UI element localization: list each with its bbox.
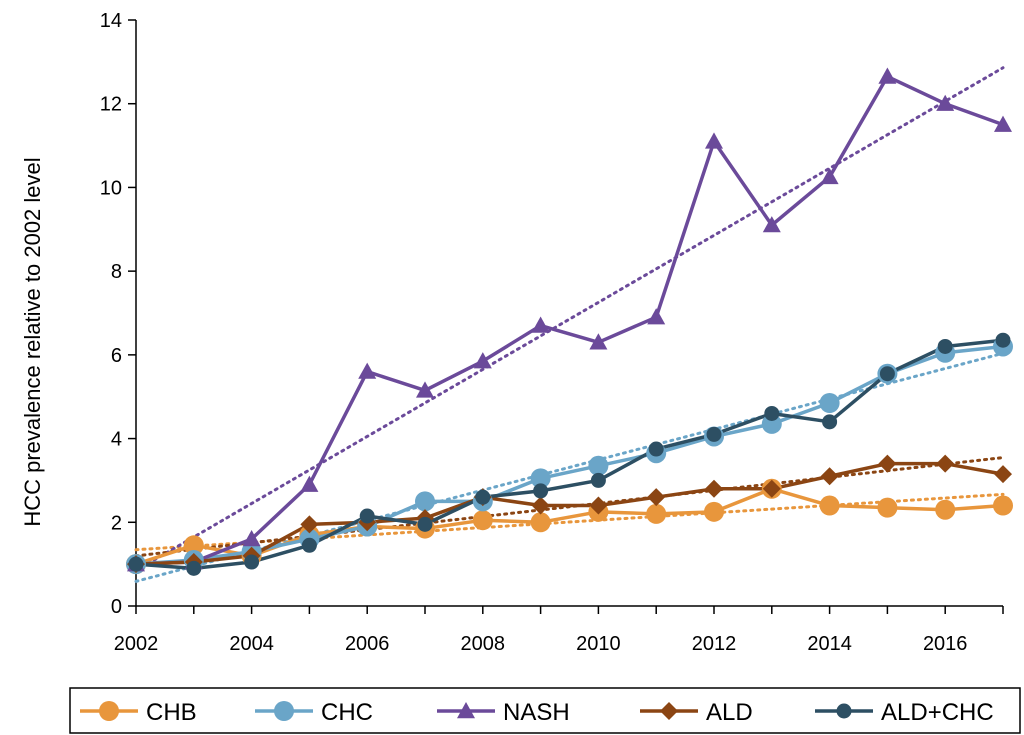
data-point-chc xyxy=(415,491,435,512)
data-point-ald-chc xyxy=(706,426,722,442)
legend-label-ald: ALD xyxy=(706,699,753,726)
data-point-chb xyxy=(993,495,1013,516)
data-point-ald-chc xyxy=(301,537,317,553)
series-line-nash xyxy=(135,74,1004,566)
y-tick-label: 0 xyxy=(111,596,122,618)
data-point-ald xyxy=(994,465,1012,484)
data-point-chb xyxy=(819,495,840,516)
data-point-nash xyxy=(242,530,261,547)
x-tick-label: 2002 xyxy=(114,633,159,655)
x-tick-label: 2008 xyxy=(461,633,506,655)
data-point-nash xyxy=(473,352,492,369)
data-point-chc xyxy=(588,455,609,476)
legend-label-chc: CHC xyxy=(321,699,373,726)
y-axis-title: HCC prevalence relative to 2002 level xyxy=(20,157,45,526)
y-tick-label: 4 xyxy=(111,429,122,451)
data-point-ald-chc xyxy=(822,414,838,430)
data-point-ald-chc xyxy=(417,516,433,532)
data-point-ald xyxy=(705,479,723,498)
y-tick-label: 14 xyxy=(100,10,122,32)
data-point-chb xyxy=(530,512,551,533)
data-point-ald xyxy=(589,496,608,515)
axes: 0 2 4 6 8 10 12 14 2002 2004 2006 2008 2010 2012 2014 2… xyxy=(100,10,1004,655)
data-point-ald xyxy=(647,488,666,507)
legend-marker-chc xyxy=(274,701,294,721)
data-point-nash xyxy=(878,67,897,84)
data-point-ald xyxy=(531,496,550,515)
data-point-ald-chc xyxy=(648,441,664,457)
legend: CHB CHC NASH ALD ALD+CHC xyxy=(69,687,1021,734)
data-point-nash xyxy=(358,362,377,379)
x-tick-label: 2010 xyxy=(576,633,621,655)
data-point-nash xyxy=(647,308,666,325)
data-point-nash xyxy=(936,94,955,111)
trendline-chb xyxy=(134,492,1005,552)
data-point-ald-chc xyxy=(937,338,953,354)
series-line-ald-chc xyxy=(135,338,1004,571)
y-tick-label: 6 xyxy=(111,345,122,367)
trendline-chc xyxy=(134,351,1005,583)
data-point-nash xyxy=(531,316,550,333)
y-tick-label: 10 xyxy=(100,177,122,199)
data-point-chb xyxy=(935,499,956,520)
x-tick-label: 2004 xyxy=(229,633,274,655)
data-point-ald xyxy=(878,454,897,473)
series-line-chc xyxy=(135,344,1004,566)
data-point-ald xyxy=(820,467,839,486)
legend-marker-ald-chc xyxy=(836,703,852,719)
x-tick-label: 2016 xyxy=(923,633,968,655)
legend-label-nash: NASH xyxy=(503,699,570,726)
data-point-ald-chc xyxy=(359,508,375,524)
data-point-nash xyxy=(589,333,608,350)
y-tick-label: 12 xyxy=(100,94,122,116)
data-point-ald-chc xyxy=(533,483,549,499)
data-point-ald-chc xyxy=(475,489,491,505)
x-tick-label: 2014 xyxy=(807,633,852,655)
x-tick-label: 2012 xyxy=(692,633,737,655)
x-tick-label: 2006 xyxy=(345,633,390,655)
legend-label-ald-chc: ALD+CHC xyxy=(881,699,994,726)
y-tick-label: 8 xyxy=(111,261,122,283)
data-point-ald xyxy=(936,454,955,473)
markers xyxy=(126,67,1013,576)
data-point-ald-chc xyxy=(244,554,260,570)
data-point-chb xyxy=(704,501,724,522)
data-point-chb xyxy=(183,535,204,556)
data-point-chc xyxy=(819,392,840,413)
data-point-nash xyxy=(994,115,1012,132)
legend-marker-nash xyxy=(457,702,475,719)
legend-marker-chb xyxy=(99,701,119,721)
data-point-ald-chc xyxy=(995,332,1011,348)
data-point-nash xyxy=(416,381,434,398)
data-point-ald xyxy=(300,515,319,534)
y-tick-label: 2 xyxy=(111,512,122,534)
data-point-nash xyxy=(762,216,781,233)
data-point-ald-chc xyxy=(590,472,606,488)
data-point-chc xyxy=(530,468,551,489)
data-point-chb xyxy=(877,497,898,518)
data-point-nash xyxy=(820,167,839,185)
data-point-ald-chc xyxy=(186,560,202,576)
data-point-ald-chc xyxy=(764,405,780,421)
legend-marker-ald xyxy=(660,702,678,720)
data-point-nash xyxy=(300,475,319,492)
data-point-ald xyxy=(762,479,781,498)
data-point-nash xyxy=(705,132,723,149)
legend-label-chb: CHB xyxy=(146,699,197,726)
data-point-ald-chc xyxy=(879,366,895,382)
trendline-nash xyxy=(134,66,1005,573)
series-lines xyxy=(135,74,1004,571)
series-line-ald xyxy=(135,461,1004,566)
data-point-ald-chc xyxy=(128,556,144,572)
data-point-chb xyxy=(646,503,667,524)
data-point-chb xyxy=(472,510,493,531)
